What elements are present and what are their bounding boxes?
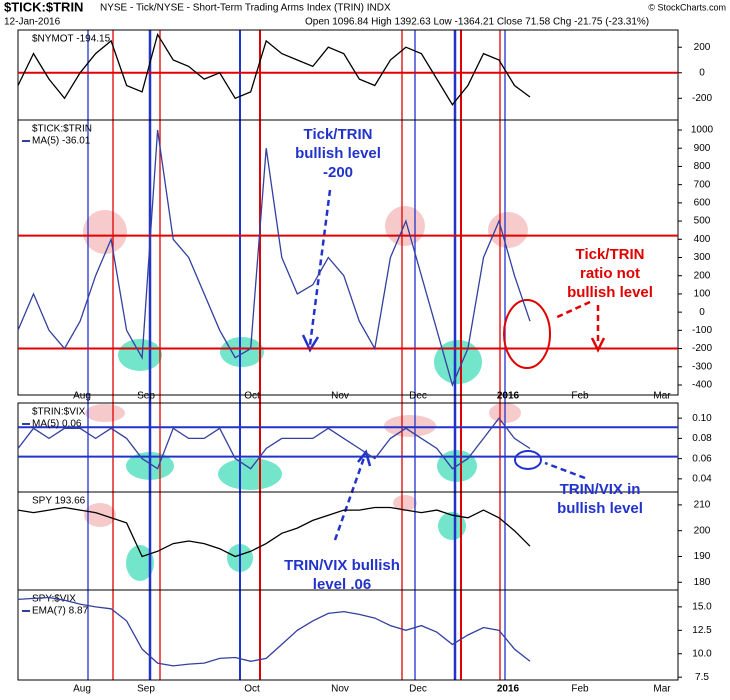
y-tick-label: 210	[694, 500, 711, 511]
y-tick-label: 0.06	[692, 453, 712, 464]
y-tick-label: 200	[694, 42, 711, 53]
annotation: ratio not	[580, 265, 640, 282]
x-tick-label: Mar	[653, 391, 671, 402]
annotation: Tick/TRIN	[304, 126, 373, 143]
x-tick-label: Dec	[409, 391, 427, 402]
y-tick-label: 15.0	[692, 602, 712, 613]
y-tick-label: 190	[694, 551, 711, 562]
subtitle: NYSE - Tick/NYSE - Short-Term Trading Ar…	[100, 3, 391, 14]
quote: Open 1096.84 High 1392.63 Low -1364.21 C…	[305, 17, 649, 28]
annotation: -200	[323, 164, 353, 181]
x-tick-label: Oct	[244, 684, 260, 695]
annotation: bullish level	[567, 284, 653, 301]
y-tick-label: 0	[699, 307, 705, 318]
arrows	[301, 189, 606, 541]
x-tick-label: Dec	[409, 684, 427, 695]
legend-label: MA(5) -36.01	[32, 136, 91, 147]
annotation: bullish level	[557, 500, 643, 517]
chart-title: $TICK:$TRIN	[4, 0, 83, 14]
y-tick-label: 0.04	[692, 473, 712, 484]
panel-frame	[17, 589, 679, 681]
y-tick-label: 1000	[691, 125, 714, 136]
y-tick-label: 600	[694, 198, 711, 209]
series-line	[17, 417, 531, 470]
y-tick-label: 400	[694, 234, 711, 245]
annotation: level .06	[313, 576, 371, 593]
y-tick-label: 800	[694, 161, 711, 172]
date: 12-Jan-2016	[4, 17, 61, 28]
y-tick-label: 500	[694, 216, 711, 227]
y-tick-label: 12.5	[692, 625, 712, 636]
x-tick-label: Nov	[331, 684, 349, 695]
x-tick-label: Feb	[571, 684, 589, 695]
annotation: TRIN/VIX in	[560, 481, 641, 498]
y-tick-label: 180	[694, 577, 711, 588]
series-line	[17, 129, 531, 387]
y-tick-label: 200	[694, 270, 711, 281]
credit: © StockCharts.com	[648, 2, 726, 12]
panel-title: SPY 193.66	[32, 496, 86, 507]
panel-title: $TRIN:$VIX	[32, 407, 86, 418]
series-line	[17, 506, 531, 558]
y-tick-label: 10.0	[692, 648, 712, 659]
x-tick-label: Oct	[244, 391, 260, 402]
y-tick-label: -400	[692, 380, 712, 391]
x-tick-label: Aug	[73, 684, 91, 695]
y-tick-label: 0	[699, 67, 705, 78]
x-tick-label: Sep	[137, 684, 155, 695]
legend-label: EMA(7) 8.87	[32, 606, 89, 617]
panel-title: SPY:$VIX	[32, 594, 76, 605]
y-tick-label: -200	[692, 93, 712, 104]
y-tick-label: 300	[694, 252, 711, 263]
y-tick-label: 100	[694, 289, 711, 300]
x-tick-label: 2016	[497, 391, 520, 402]
y-tick-label: -100	[692, 325, 712, 336]
y-tick-label: -200	[692, 343, 712, 354]
y-tick-label: 7.5	[695, 672, 709, 683]
y-tick-label: 0.08	[692, 433, 712, 444]
y-tick-label: 0.10	[692, 413, 712, 424]
panel-title: $TICK:$TRIN	[32, 124, 92, 135]
series-line	[17, 596, 531, 667]
x-tick-label: Mar	[653, 684, 671, 695]
series-line	[17, 32, 531, 106]
x-tick-label: Feb	[571, 391, 589, 402]
x-tick-label: Sep	[137, 391, 155, 402]
x-tick-label: 2016	[497, 684, 520, 695]
annotation: bullish level	[295, 145, 381, 162]
x-tick-label: Nov	[331, 391, 349, 402]
annotation: TRIN/VIX bullish	[284, 557, 400, 574]
x-tick-label: Aug	[73, 391, 91, 402]
y-tick-label: -300	[692, 361, 712, 372]
annotation: Tick/TRIN	[576, 246, 645, 263]
y-tick-label: 200	[694, 525, 711, 536]
y-tick-label: 900	[694, 143, 711, 154]
event-lines	[87, 30, 506, 680]
legend-label: MA(5) 0.06	[32, 419, 82, 430]
y-tick-label: 700	[694, 179, 711, 190]
panel-title: $NYMOT -194.15	[32, 34, 111, 45]
